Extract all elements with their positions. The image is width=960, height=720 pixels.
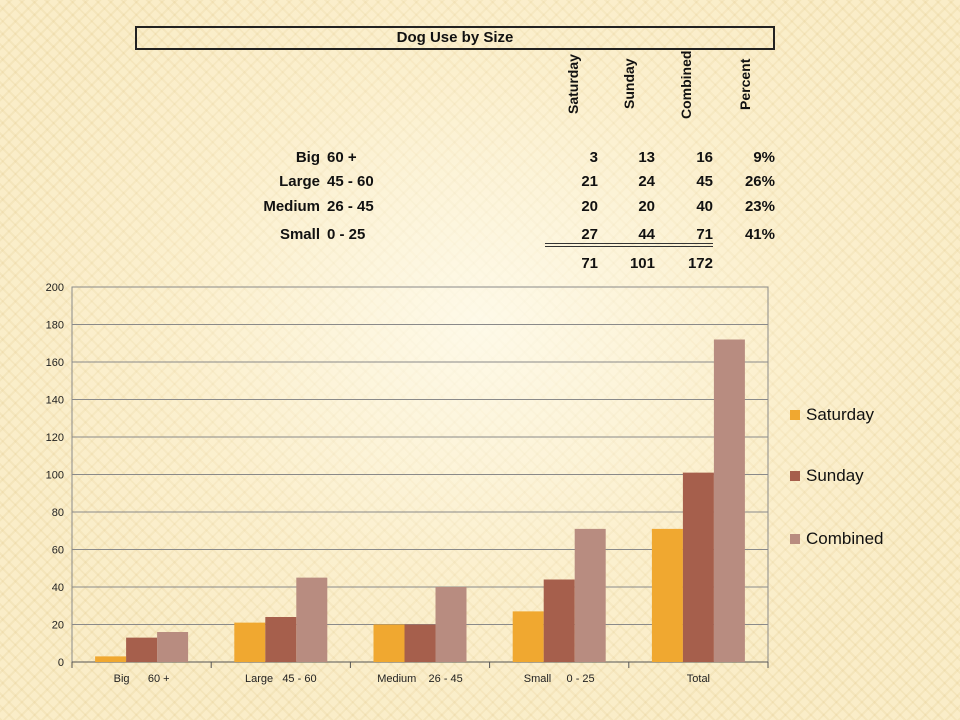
y-tick-label: 180 <box>46 320 64 332</box>
bar-combined <box>713 339 745 662</box>
y-tick-label: 120 <box>46 432 64 444</box>
bar-saturday <box>373 624 405 662</box>
row-label-large: Large 45 - 60 <box>279 173 374 190</box>
bar-combined <box>574 528 606 662</box>
y-tick-label: 0 <box>58 657 64 669</box>
cell-large-percent: 26% <box>744 173 775 190</box>
bar-sunday <box>126 637 158 662</box>
y-tick-label: 100 <box>46 470 64 482</box>
bar-combined <box>435 587 467 662</box>
cell-big-percent: 9% <box>753 149 775 166</box>
x-tick-label: Large 45 - 60 <box>245 673 317 685</box>
bar-combined <box>296 577 328 662</box>
total-sunday: 101 <box>629 255 655 272</box>
sum-line <box>545 246 713 247</box>
bar-saturday <box>234 622 266 662</box>
cell-medium-combined: 40 <box>696 198 713 215</box>
y-tick-label: 80 <box>52 507 64 519</box>
cell-large-combined: 45 <box>696 173 713 190</box>
cell-large-saturday: 21 <box>581 173 598 190</box>
y-tick-label: 60 <box>52 545 64 557</box>
y-tick-label: 140 <box>46 395 64 407</box>
row-label-medium: Medium 26 - 45 <box>263 198 374 215</box>
y-tick-label: 40 <box>52 582 64 594</box>
cell-big-sunday: 13 <box>638 149 655 166</box>
x-tick-label: Medium 26 - 45 <box>377 673 463 685</box>
cell-small-saturday: 27 <box>581 226 598 243</box>
cell-small-combined: 71 <box>696 226 713 243</box>
y-tick-label: 20 <box>52 620 64 632</box>
legend-swatch-combined <box>790 534 800 544</box>
cell-medium-sunday: 20 <box>638 198 655 215</box>
bar-sunday <box>682 472 714 662</box>
row-label-small: Small 0 - 25 <box>279 226 366 243</box>
x-tick-label: Total <box>687 673 710 685</box>
bar-saturday <box>95 656 127 662</box>
cell-big-saturday: 3 <box>589 149 598 166</box>
table-title: Dog Use by Size <box>135 26 775 50</box>
y-tick-label: 160 <box>46 357 64 369</box>
total-saturday: 71 <box>581 255 598 272</box>
cell-small-sunday: 44 <box>638 226 655 243</box>
bar-combined <box>157 632 189 662</box>
cell-big-combined: 16 <box>696 149 713 166</box>
cell-medium-saturday: 20 <box>581 198 598 215</box>
cell-medium-percent: 23% <box>744 198 775 215</box>
x-tick-label: Small 0 - 25 <box>524 673 595 685</box>
bar-saturday <box>512 611 544 662</box>
bar-sunday <box>543 579 575 662</box>
bar-sunday <box>404 624 436 662</box>
row-label-big: Big 60 + <box>295 149 357 166</box>
y-tick-label: 200 <box>46 282 64 294</box>
cell-small-percent: 41% <box>744 226 775 243</box>
bar-sunday <box>265 617 297 662</box>
x-tick-label: Big 60 + <box>114 673 170 685</box>
cell-large-sunday: 24 <box>638 173 655 190</box>
sum-line <box>545 243 713 244</box>
legend-swatch-saturday <box>790 410 800 420</box>
legend-swatch-sunday <box>790 471 800 481</box>
total-combined: 172 <box>687 255 713 272</box>
bar-saturday <box>651 528 683 662</box>
